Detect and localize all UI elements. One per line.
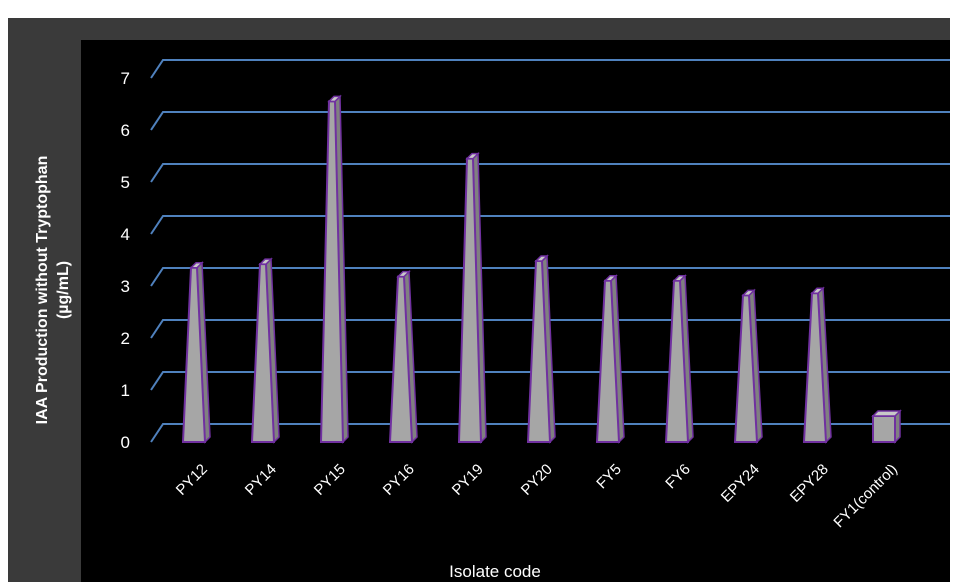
gridline [150,163,950,183]
bar [457,151,487,444]
bars [181,94,902,444]
gridline [150,267,950,287]
x-axis-title: Isolate code [449,562,541,581]
y-axis-ticks: 0 1 2 3 4 5 6 7 [121,69,130,452]
bar [595,274,625,444]
gridline [150,59,950,79]
bar [388,269,418,444]
plot-area [81,40,950,582]
y-axis-title-line2: (µg/mL) [55,261,72,319]
y-tick-label: 2 [121,329,130,348]
bar [871,409,902,444]
y-tick-label: 1 [121,381,130,400]
gridline [150,111,950,131]
y-tick-label: 6 [121,121,130,140]
bar [664,274,694,444]
bar [526,254,556,444]
y-tick-label: 0 [121,433,130,452]
y-tick-label: 4 [121,225,130,244]
y-axis-title-line1: IAA Production without Tryptophan [34,156,51,425]
y-tick-label: 7 [121,69,130,88]
y-tick-label: 3 [121,277,130,296]
bar [250,257,280,444]
gridlines [150,59,950,443]
gridline [150,215,950,235]
y-tick-label: 5 [121,173,130,192]
bar [181,261,211,444]
bar [802,286,832,444]
bar [319,94,349,444]
bar [733,288,763,444]
